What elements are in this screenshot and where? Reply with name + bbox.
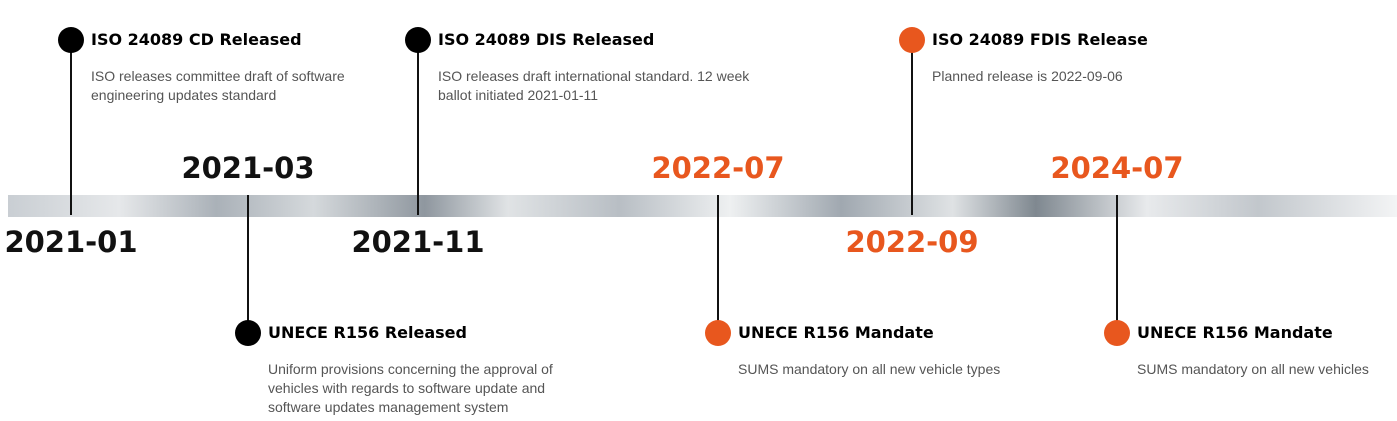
connector (417, 40, 419, 215)
event-date: 2022-09 (845, 225, 979, 259)
event-date: 2022-07 (651, 151, 785, 185)
connector (717, 195, 719, 333)
event-dot (405, 27, 431, 53)
connector (70, 40, 72, 215)
event-description: Planned release is 2022-09-06 (932, 68, 1123, 84)
connector (247, 195, 249, 333)
event-title: ISO 24089 FDIS Release (932, 30, 1148, 49)
event-description: SUMS mandatory on all new vehicles (1137, 361, 1369, 377)
connector (1116, 195, 1118, 333)
event-date: 2021-11 (351, 225, 485, 259)
event-date: 2021-03 (181, 151, 315, 185)
event-dot (235, 320, 261, 346)
event-description: ISO releases committee draft of software… (91, 68, 345, 103)
event-dot (705, 320, 731, 346)
event-title: UNECE R156 Mandate (1137, 323, 1333, 342)
event-date: 2021-01 (4, 225, 138, 259)
event-dot (58, 27, 84, 53)
connector (911, 40, 913, 215)
event-description: ISO releases draft international standar… (438, 68, 750, 103)
event-date: 2024-07 (1050, 151, 1184, 185)
event-dot (899, 27, 925, 53)
event-title: UNECE R156 Released (268, 323, 467, 342)
event-title: UNECE R156 Mandate (738, 323, 934, 342)
event-title: ISO 24089 DIS Released (438, 30, 655, 49)
event-dot (1104, 320, 1130, 346)
event-description: Uniform provisions concerning the approv… (268, 361, 553, 415)
event-description: SUMS mandatory on all new vehicle types (738, 361, 1001, 377)
event-title: ISO 24089 CD Released (91, 30, 302, 49)
timeline-band (8, 195, 1397, 217)
